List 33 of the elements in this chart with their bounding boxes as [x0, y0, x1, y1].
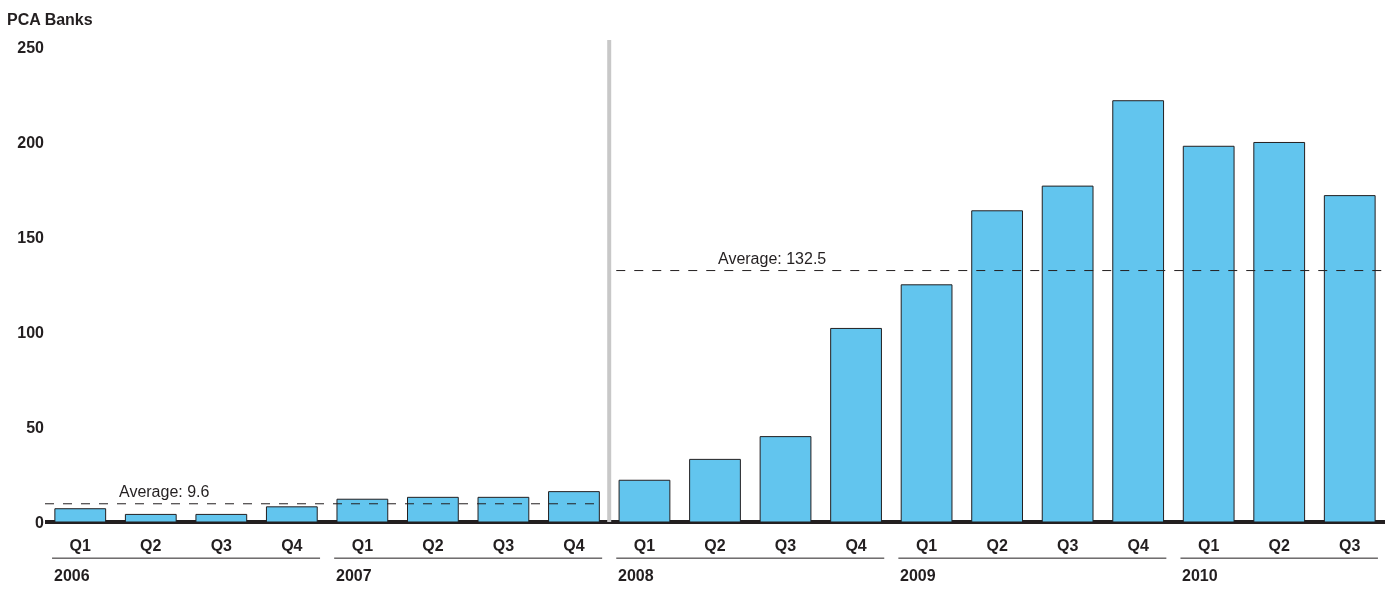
x-tick-label: Q1 [633, 537, 656, 554]
y-tick-label: 250 [17, 39, 45, 57]
ref-line-label: Average: 132.5 [718, 250, 827, 267]
y-tick-label: 0 [35, 513, 45, 531]
x-tick-label: Q1 [351, 537, 374, 554]
x-tick-label: Q1 [69, 537, 92, 554]
text: 2009 [900, 567, 936, 584]
x-tick-label: Q2 [422, 537, 444, 554]
y-tick-label: 100 [17, 323, 45, 341]
x-tick-label: Q4 [563, 537, 585, 554]
x-tick-label: Q3 [774, 537, 797, 554]
x-tick-label: Q3 [1056, 537, 1079, 554]
text: 2008 [618, 567, 654, 584]
x-tick-label: Q1 [1198, 537, 1220, 554]
x-tick-label: Q3 [1339, 537, 1361, 554]
y-tick-label: 150 [17, 228, 45, 246]
text: 2010 [1182, 567, 1218, 584]
x-tick-label: Q4 [281, 537, 303, 554]
x-tick-label: Q2 [704, 537, 726, 554]
x-tick-label: Q4 [1127, 537, 1149, 554]
x-tick-label: Q2 [986, 537, 1008, 554]
y-tick-label: 200 [17, 134, 45, 152]
x-tick-label: Q4 [845, 537, 867, 554]
y-axis-title: PCA Banks [7, 11, 93, 28]
x-tick-label: Q2 [140, 537, 162, 554]
text: 2007 [336, 567, 372, 584]
x-tick-label: Q1 [915, 537, 938, 554]
x-tick-label: Q2 [1268, 537, 1290, 554]
ref-line-label: Average: 9.6 [119, 483, 210, 500]
y-tick-label: 50 [26, 418, 45, 436]
x-tick-label: Q3 [492, 537, 515, 554]
x-tick-label: Q3 [210, 537, 233, 554]
text: 2006 [54, 567, 90, 584]
